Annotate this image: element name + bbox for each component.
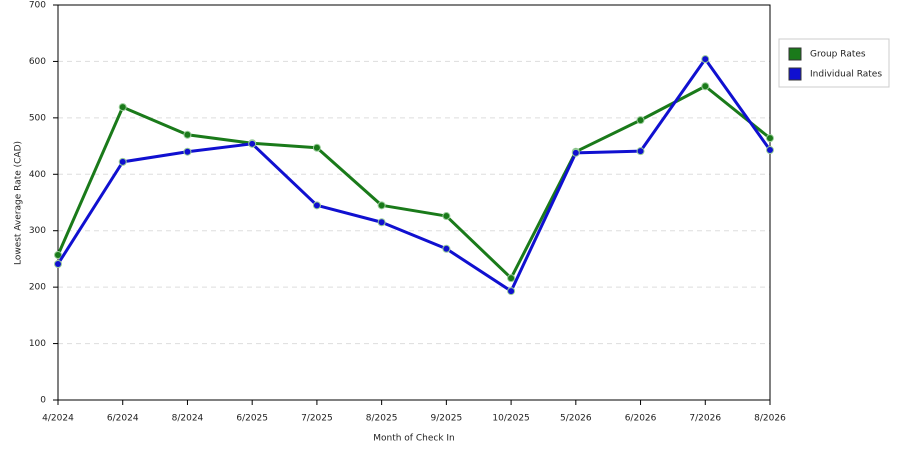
x-tick-label: 4/2024 (42, 414, 74, 424)
data-point (766, 146, 774, 155)
legend-swatch (788, 67, 802, 81)
x-tick-label: 7/2026 (689, 414, 721, 424)
data-point (54, 260, 62, 269)
data-point (636, 116, 645, 125)
x-tick-label: 7/2025 (301, 414, 333, 424)
data-point (377, 218, 386, 227)
data-point (701, 55, 710, 64)
data-point (312, 143, 321, 152)
legend-label: Group Rates (810, 50, 866, 60)
y-tick-label: 700 (29, 1, 46, 11)
x-tick-label: 6/2025 (236, 414, 268, 424)
y-tick-label: 400 (29, 170, 46, 180)
series-line (56, 57, 772, 293)
series-line (56, 84, 771, 280)
x-axis-label: Month of Check In (373, 434, 455, 444)
data-point (571, 148, 580, 157)
data-point (507, 287, 516, 296)
data-point (54, 250, 62, 259)
data-point (442, 244, 451, 253)
y-tick-label: 600 (29, 57, 46, 67)
data-point (377, 201, 386, 210)
data-point (248, 139, 257, 148)
y-tick-label: 100 (29, 339, 46, 349)
data-point (118, 157, 127, 166)
data-point (312, 201, 321, 210)
data-point (701, 82, 710, 91)
x-tick-label: 6/2024 (107, 414, 139, 424)
data-point (766, 134, 774, 143)
x-tick-label: 10/2025 (492, 414, 529, 424)
x-tick-label: 6/2026 (625, 414, 657, 424)
data-point (183, 130, 192, 139)
x-tick-label: 8/2025 (366, 414, 398, 424)
x-tick-label: 8/2024 (172, 414, 204, 424)
plot-frame (57, 4, 771, 401)
data-point (183, 147, 192, 156)
legend-label: Individual Rates (810, 70, 882, 80)
data-point (507, 274, 516, 283)
y-tick-label: 200 (29, 283, 46, 293)
data-point (118, 103, 127, 112)
y-axis-label: Lowest Average Rate (CAD) (14, 141, 24, 265)
x-tick-label: 5/2026 (560, 414, 592, 424)
data-point (636, 147, 645, 156)
legend-swatch (788, 47, 802, 61)
y-tick-label: 300 (29, 226, 46, 236)
x-tick-label: 9/2025 (431, 414, 463, 424)
x-tick-label: 8/2026 (754, 414, 786, 424)
y-tick-label: 500 (29, 113, 46, 123)
data-point (442, 212, 451, 221)
y-tick-label: 0 (40, 396, 46, 406)
